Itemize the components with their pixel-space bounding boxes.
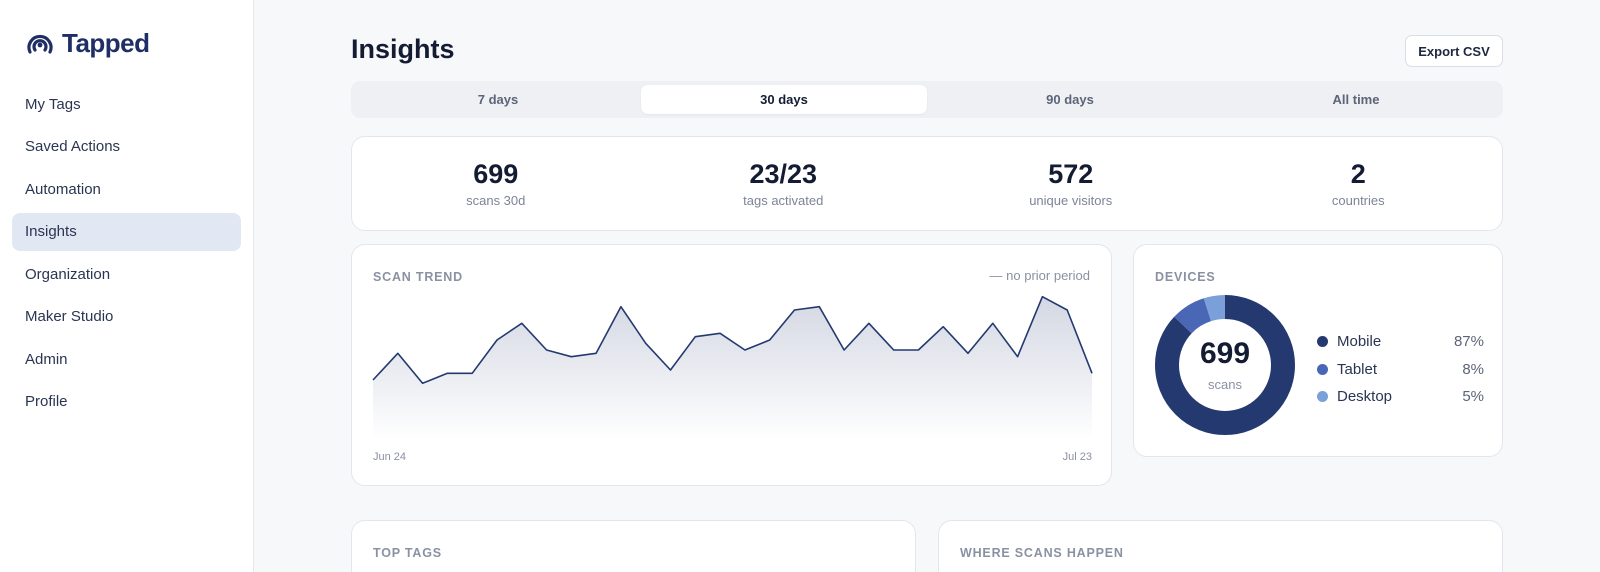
legend-value: 5% bbox=[1462, 388, 1484, 406]
sidebar-item-profile[interactable]: Profile bbox=[25, 393, 68, 410]
stat-value: 2 bbox=[1350, 159, 1366, 189]
x-tick-end: Jul 23 bbox=[1063, 451, 1092, 463]
stat-label: countries bbox=[1331, 193, 1385, 208]
sidebar-item-saved-actions[interactable]: Saved Actions bbox=[25, 138, 121, 155]
stat-value: 23/23 bbox=[749, 159, 818, 189]
legend-label: Tablet bbox=[1337, 360, 1378, 378]
tab-90-days[interactable]: 90 days bbox=[1046, 92, 1094, 107]
where-scans-happen-card: WHERE SCANS HAPPEN bbox=[938, 520, 1503, 572]
tab-all-time[interactable]: All time bbox=[1332, 92, 1380, 107]
stat-value: 572 bbox=[1048, 159, 1094, 189]
stat-label: scans 30d bbox=[466, 193, 526, 208]
tab-30-days[interactable]: 30 days bbox=[641, 85, 927, 114]
legend-dot bbox=[1317, 336, 1328, 348]
devices-title: DEVICES bbox=[1155, 270, 1216, 284]
sidebar-item-insights[interactable]: Insights bbox=[12, 212, 241, 251]
sidebar-nav: My Tags Saved Actions Automation Insight… bbox=[12, 85, 241, 425]
export-csv-button[interactable]: Export CSV bbox=[1405, 35, 1503, 67]
stat-scans: 699 scans 30d bbox=[352, 137, 640, 230]
sidebar-item-admin[interactable]: Admin bbox=[25, 350, 68, 368]
legend-dot bbox=[1317, 363, 1328, 375]
stat-countries: 2 countries bbox=[1215, 137, 1503, 230]
trend-line bbox=[372, 295, 1093, 385]
trend-note: — no prior period bbox=[989, 268, 1090, 283]
donut-label: scans bbox=[1208, 376, 1242, 392]
legend-item-desktop: Desktop 5% bbox=[1317, 383, 1484, 411]
stat-tags-activated: 23/23 tags activated bbox=[640, 137, 928, 230]
scan-trend-chart: Jun 24 Jul 23 bbox=[372, 295, 1093, 463]
legend-label: Desktop bbox=[1337, 388, 1393, 406]
legend-item-tablet: Tablet 8% bbox=[1317, 356, 1484, 384]
scan-trend-card: SCAN TREND — no prior period Jun 24 Jul … bbox=[351, 244, 1112, 486]
donut-total: 699 bbox=[1199, 336, 1251, 370]
devices-card: DEVICES 699 scans Mobile 87% Tablet 8% D… bbox=[1133, 244, 1503, 457]
devices-donut-chart bbox=[1155, 295, 1295, 435]
legend-item-mobile: Mobile 87% bbox=[1317, 328, 1484, 356]
legend-dot bbox=[1317, 391, 1328, 403]
donut-center: 699 scans bbox=[1155, 295, 1295, 435]
where-scans-title: WHERE SCANS HAPPEN bbox=[960, 546, 1124, 560]
donut-slice-desktop bbox=[1155, 295, 1295, 435]
top-tags-title: TOP TAGS bbox=[373, 546, 442, 560]
legend-label: Mobile bbox=[1337, 333, 1382, 351]
nfc-signal-icon bbox=[27, 34, 53, 54]
sidebar-item-automation[interactable]: Automation bbox=[25, 180, 101, 198]
page-title: Insights bbox=[351, 34, 455, 64]
legend-value: 8% bbox=[1462, 360, 1484, 378]
stat-unique-visitors: 572 unique visitors bbox=[927, 137, 1215, 230]
stat-label: unique visitors bbox=[1029, 193, 1113, 208]
sidebar-item-organization[interactable]: Organization bbox=[25, 265, 111, 283]
x-tick-start: Jun 24 bbox=[373, 451, 406, 463]
stat-value: 699 bbox=[473, 159, 519, 189]
trend-area bbox=[373, 296, 1092, 440]
tab-7-days[interactable]: 7 days bbox=[477, 92, 519, 107]
sidebar-item-my-tags[interactable]: My Tags bbox=[25, 95, 81, 113]
brand-name: Tapped bbox=[62, 28, 150, 58]
stat-label: tags activated bbox=[743, 193, 824, 208]
brand-logo[interactable]: Tapped bbox=[26, 28, 150, 59]
sidebar: Tapped My Tags Saved Actions Automation … bbox=[0, 0, 254, 572]
period-tabs: 7 days 30 days 90 days All time bbox=[351, 81, 1503, 118]
top-tags-card: TOP TAGS bbox=[351, 520, 916, 572]
devices-legend: Mobile 87% Tablet 8% Desktop 5% bbox=[1317, 328, 1484, 411]
sidebar-item-maker-studio[interactable]: Maker Studio bbox=[25, 308, 114, 325]
stats-card: 699 scans 30d 23/23 tags activated 572 u… bbox=[351, 136, 1503, 231]
scan-trend-title: SCAN TREND bbox=[373, 270, 463, 284]
legend-value: 87% bbox=[1453, 333, 1484, 351]
